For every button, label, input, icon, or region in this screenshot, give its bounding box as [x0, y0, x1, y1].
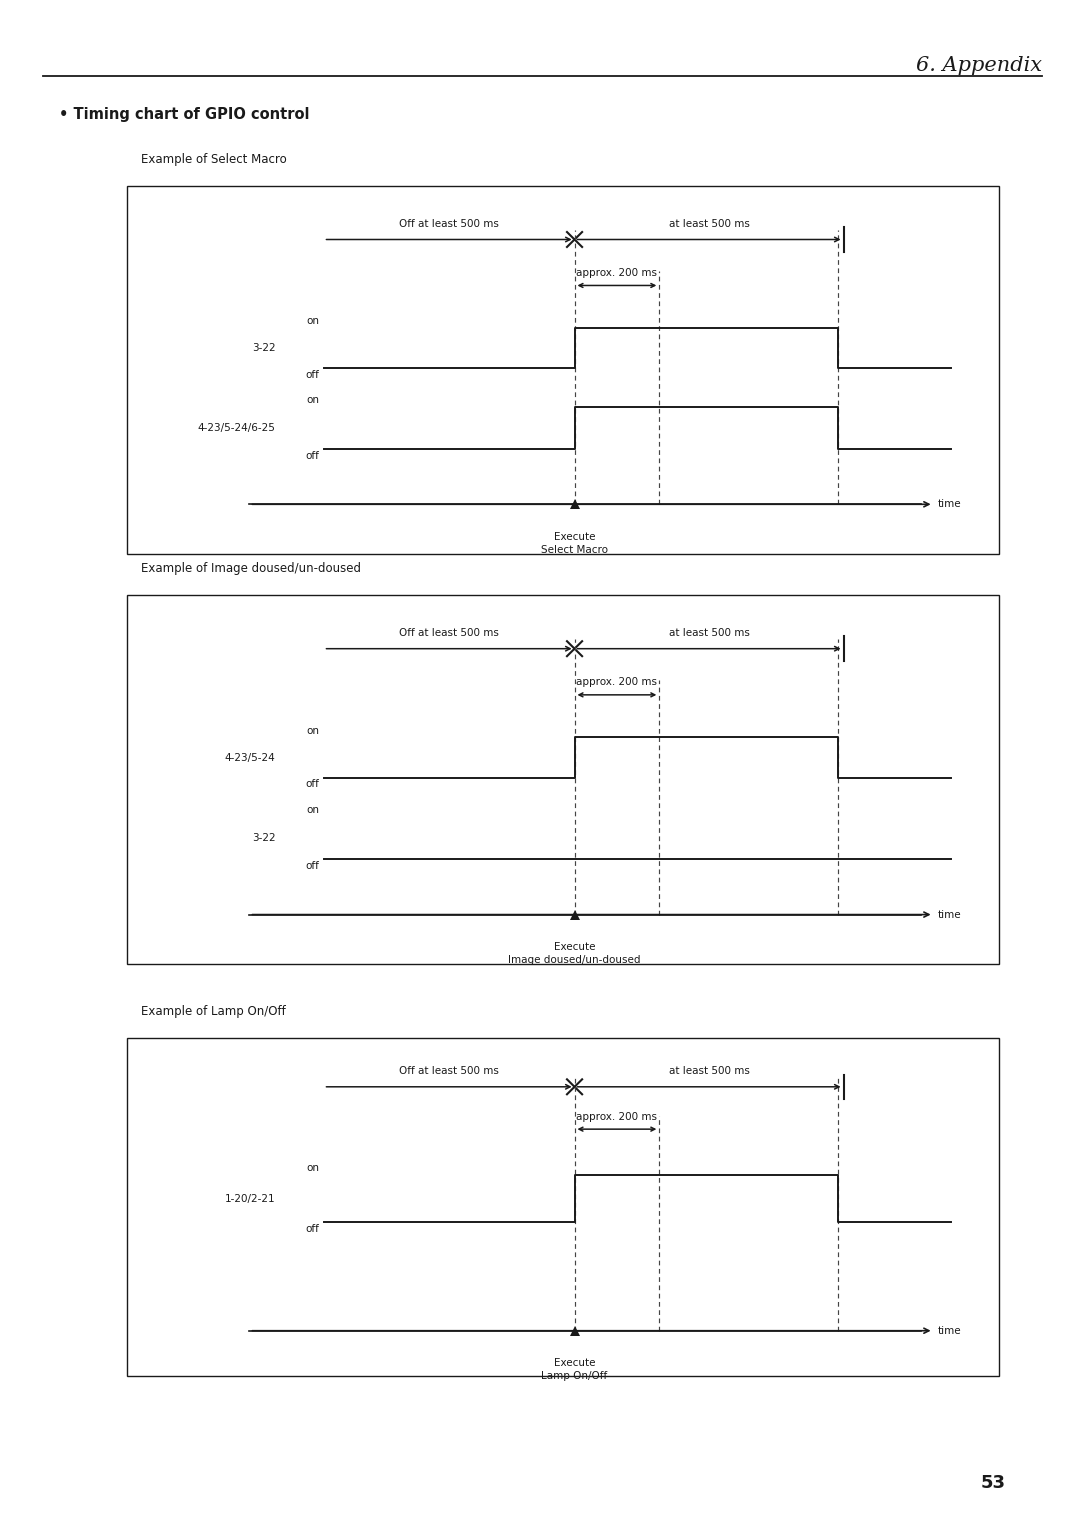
Text: on: on [307, 1163, 320, 1173]
Text: Execute
Select Macro: Execute Select Macro [541, 531, 608, 555]
Text: approx. 200 ms: approx. 200 ms [577, 678, 658, 687]
Text: 1-20/2-21: 1-20/2-21 [225, 1193, 275, 1204]
Text: Example of Lamp On/Off: Example of Lamp On/Off [140, 1004, 285, 1018]
Text: Example of Select Macro: Example of Select Macro [140, 153, 286, 166]
Text: at least 500 ms: at least 500 ms [669, 1067, 750, 1076]
Text: 4-23/5-24: 4-23/5-24 [225, 752, 275, 763]
Bar [127, 186, 999, 554]
Text: at least 500 ms: at least 500 ms [669, 629, 750, 638]
Text: time: time [937, 1326, 961, 1335]
Text: 4-23/5-24/6-25: 4-23/5-24/6-25 [198, 423, 275, 433]
Text: on: on [307, 726, 320, 736]
Text: time: time [937, 499, 961, 510]
Text: off: off [306, 780, 320, 789]
Text: on: on [307, 316, 320, 327]
Text: • Timing chart of GPIO control: • Timing chart of GPIO control [59, 107, 310, 122]
Text: time: time [937, 909, 961, 920]
Text: off: off [306, 1224, 320, 1235]
Text: on: on [307, 395, 320, 406]
Text: Example of Image doused/un-doused: Example of Image doused/un-doused [140, 562, 361, 575]
Text: Off at least 500 ms: Off at least 500 ms [400, 629, 499, 638]
Text: off: off [306, 369, 320, 380]
Text: Execute
Lamp On/Off: Execute Lamp On/Off [541, 1358, 608, 1381]
Text: 6. Appendix: 6. Appendix [916, 56, 1042, 75]
Text: on: on [307, 806, 320, 815]
Text: approx. 200 ms: approx. 200 ms [577, 269, 658, 278]
Text: at least 500 ms: at least 500 ms [669, 218, 750, 229]
Text: approx. 200 ms: approx. 200 ms [577, 1111, 658, 1122]
Bar [127, 595, 999, 964]
Text: 53: 53 [981, 1474, 1007, 1492]
Text: off: off [306, 861, 320, 871]
Text: Off at least 500 ms: Off at least 500 ms [400, 1067, 499, 1076]
Text: 3-22: 3-22 [252, 833, 275, 842]
Text: Off at least 500 ms: Off at least 500 ms [400, 218, 499, 229]
Text: off: off [306, 450, 320, 461]
Text: 3-22: 3-22 [252, 343, 275, 353]
Text: Execute
Image doused/un-doused: Execute Image doused/un-doused [509, 942, 640, 966]
Bar [127, 1038, 999, 1376]
